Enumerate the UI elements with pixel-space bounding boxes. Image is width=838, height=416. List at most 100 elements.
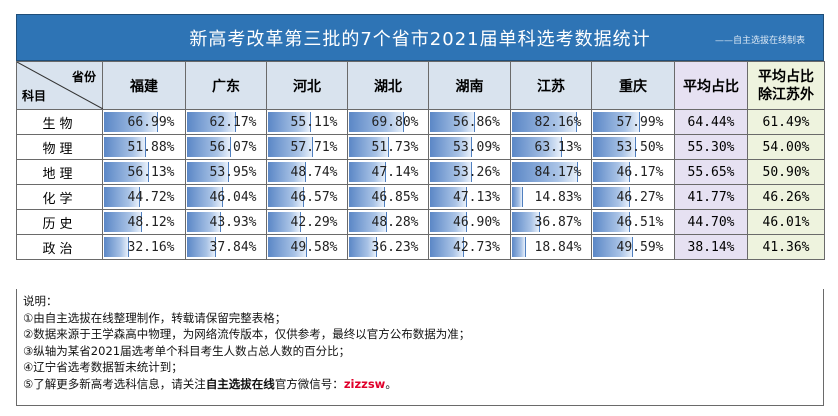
data-bar bbox=[268, 187, 305, 207]
data-cell: 49.58% bbox=[266, 234, 348, 260]
data-cell: 56.13% bbox=[102, 159, 186, 185]
avg-excl-header: 平均占比 除江苏外 bbox=[747, 61, 825, 110]
data-cell: 51.88% bbox=[102, 134, 186, 160]
data-value: 51.88% bbox=[127, 139, 175, 155]
data-bar bbox=[104, 187, 140, 207]
data-cell: 46.17% bbox=[591, 159, 675, 185]
data-cell: 56.07% bbox=[185, 134, 267, 160]
subject-cell: 物理 bbox=[16, 134, 103, 160]
avg-cell: 44.70% bbox=[674, 209, 748, 235]
data-cell: 48.28% bbox=[347, 209, 429, 235]
data-value: 53.26% bbox=[453, 164, 500, 180]
table-row: 物理 51.88% 56.07% 57.71% 51.73% 53.09% 63.13% 53… bbox=[16, 134, 825, 160]
data-value: 43.93% bbox=[209, 214, 257, 230]
data-cell: 82.16% bbox=[510, 109, 592, 135]
table-row: 生物 66.99% 62.17% 55.11% 69.80% 56.86% 82.16% 57… bbox=[16, 109, 825, 135]
data-value: 48.12% bbox=[127, 214, 175, 230]
data-value: 42.73% bbox=[453, 239, 500, 255]
data-value: 69.80% bbox=[371, 114, 419, 130]
data-cell: 62.17% bbox=[185, 109, 267, 135]
data-cell: 53.09% bbox=[428, 134, 511, 160]
data-cell: 53.50% bbox=[591, 134, 675, 160]
table-body: 生物 66.99% 62.17% 55.11% 69.80% 56.86% 82.16% 57… bbox=[16, 109, 825, 260]
data-bar bbox=[512, 187, 523, 207]
data-cell: 46.51% bbox=[591, 209, 675, 235]
data-cell: 18.84% bbox=[510, 234, 592, 260]
data-bar bbox=[593, 137, 636, 157]
data-bar bbox=[104, 112, 158, 132]
data-cell: 55.11% bbox=[266, 109, 348, 135]
data-bar bbox=[268, 162, 306, 182]
data-bar bbox=[104, 237, 130, 257]
data-bar bbox=[187, 237, 217, 257]
data-cell: 57.71% bbox=[266, 134, 348, 160]
data-value: 51.73% bbox=[371, 139, 419, 155]
subject-cell: 生物 bbox=[16, 109, 103, 135]
avg-cell: 64.44% bbox=[674, 109, 748, 135]
data-bar bbox=[349, 212, 387, 232]
data-bar bbox=[512, 162, 579, 182]
avg-cell: 38.14% bbox=[674, 234, 748, 260]
col-header: 广东 bbox=[185, 61, 267, 110]
data-bar bbox=[430, 112, 476, 132]
data-bar bbox=[430, 162, 473, 182]
data-bar bbox=[430, 237, 464, 257]
corner-subject-label: 科目 bbox=[22, 89, 47, 103]
avg-excl-cell: 46.26% bbox=[747, 184, 825, 210]
note-line: ①由自主选拔在线整理制作，转载请保留完整表格； bbox=[23, 310, 287, 325]
data-bar bbox=[512, 237, 527, 257]
table-row: 地理 56.13% 53.95% 48.74% 47.14% 53.26% 84.17% 46… bbox=[16, 159, 825, 185]
data-cell: 53.95% bbox=[185, 159, 267, 185]
data-cell: 42.29% bbox=[266, 209, 348, 235]
data-bar bbox=[593, 162, 630, 182]
data-value: 14.83% bbox=[534, 189, 582, 205]
data-cell: 66.99% bbox=[102, 109, 186, 135]
data-cell: 46.57% bbox=[266, 184, 348, 210]
avg-header: 平均占比 bbox=[674, 61, 748, 110]
table-row: 化学 44.72% 46.04% 46.57% 46.85% 47.13% 14.83% 46… bbox=[16, 184, 825, 210]
data-cell: 84.17% bbox=[510, 159, 592, 185]
data-value: 46.17% bbox=[616, 164, 664, 180]
data-cell: 47.14% bbox=[347, 159, 429, 185]
avg-cell: 41.77% bbox=[674, 184, 748, 210]
col-header: 福建 bbox=[102, 61, 186, 110]
data-bar bbox=[187, 137, 231, 157]
data-value: 63.13% bbox=[534, 139, 582, 155]
data-value: 48.28% bbox=[371, 214, 419, 230]
data-bar bbox=[593, 112, 640, 132]
avg-excl-cell: 46.01% bbox=[747, 209, 825, 235]
data-cell: 36.23% bbox=[347, 234, 429, 260]
data-bar bbox=[187, 162, 230, 182]
data-value: 82.16% bbox=[534, 114, 582, 130]
note-line: ④辽宁省选考数据暂未统计到； bbox=[23, 360, 183, 374]
data-value: 46.27% bbox=[616, 189, 664, 205]
notes-box: 说明： ①由自主选拔在线整理制作，转载请保留完整表格； ②数据来源于王学森高中物… bbox=[16, 289, 824, 406]
data-bar bbox=[430, 187, 468, 207]
avg-excl-cell: 61.49% bbox=[747, 109, 825, 135]
data-bar bbox=[268, 137, 314, 157]
data-cell: 46.04% bbox=[185, 184, 267, 210]
data-bar bbox=[268, 237, 307, 257]
data-table: 省份 科目 福建 广东 河北 湖北 湖南 江苏 重庆 平均占比 平均占比 除江苏… bbox=[16, 61, 825, 260]
data-cell: 57.99% bbox=[591, 109, 675, 135]
data-bar bbox=[430, 137, 472, 157]
data-bar bbox=[430, 212, 467, 232]
col-header: 湖北 bbox=[347, 61, 429, 110]
data-value: 46.04% bbox=[209, 189, 257, 205]
data-value: 47.13% bbox=[453, 189, 500, 205]
subject-cell: 历史 bbox=[16, 209, 103, 235]
data-value: 55.11% bbox=[290, 114, 338, 130]
data-cell: 46.90% bbox=[428, 209, 511, 235]
corner-header: 省份 科目 bbox=[16, 61, 103, 110]
data-value: 37.84% bbox=[209, 239, 257, 255]
data-value: 53.95% bbox=[209, 164, 257, 180]
data-bar bbox=[268, 212, 301, 232]
data-value: 32.16% bbox=[127, 239, 175, 255]
data-value: 49.58% bbox=[290, 239, 338, 255]
data-cell: 36.87% bbox=[510, 209, 592, 235]
wechat-id: zizzsw bbox=[343, 376, 386, 391]
data-value: 57.71% bbox=[290, 139, 338, 155]
table-row: 政治 32.16% 37.84% 49.58% 36.23% 42.73% 18.84% 49… bbox=[16, 234, 825, 260]
data-cell: 49.59% bbox=[591, 234, 675, 260]
